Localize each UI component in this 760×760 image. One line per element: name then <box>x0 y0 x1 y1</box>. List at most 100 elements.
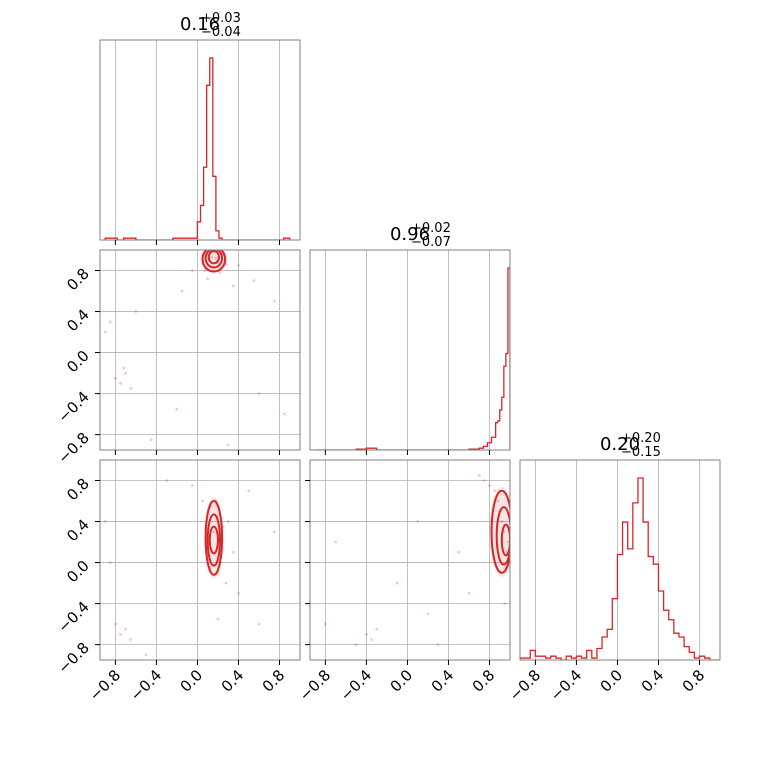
density-contour <box>206 513 222 567</box>
sample-point <box>206 277 210 281</box>
histogram-2-x-tick-label: −0.4 <box>547 666 585 704</box>
density-contour <box>204 250 224 269</box>
density-contour <box>495 506 510 566</box>
sample-point <box>113 376 117 380</box>
title-param-0-minus: −0.04 <box>201 25 241 40</box>
density-contour <box>490 489 510 574</box>
sample-point <box>226 520 230 523</box>
sample-point <box>231 550 235 554</box>
density-contour <box>208 525 219 555</box>
joint-0-1-y-tick-label: 0.4 <box>63 306 93 336</box>
sample-point <box>210 255 214 259</box>
joint-0-1-y-tick-label: −0.8 <box>54 429 92 467</box>
sample-point <box>272 530 276 534</box>
sample-point <box>375 627 379 631</box>
sample-point <box>218 271 222 274</box>
sample-point <box>416 520 420 523</box>
histogram-frame-2 <box>519 459 721 661</box>
joint-0-2-y-tick-label: −0.8 <box>54 639 92 677</box>
joint-0-1-y-tick-label: −0.4 <box>54 388 92 426</box>
title-param-0: 0.16 <box>180 14 220 35</box>
histogram-panel-2 <box>520 460 720 660</box>
joint-panel-0-1 <box>100 250 300 450</box>
sample-point <box>149 438 153 442</box>
joint-frame-1-2 <box>309 459 511 661</box>
joint-1-2-x-tick-label: 0.4 <box>428 666 458 696</box>
joint-frame-0-2 <box>99 459 301 661</box>
title-param-0-value: 0.16 <box>180 14 220 35</box>
sample-point <box>482 479 486 482</box>
sample-point <box>477 473 481 477</box>
joint-content-0-1 <box>103 250 287 447</box>
joint-frame-0-1 <box>99 249 301 451</box>
joint-0-2-y-tick-label: 0.8 <box>63 475 93 505</box>
histogram-panel-0 <box>104 40 291 240</box>
sample-point <box>354 643 358 647</box>
joint-content-0-2 <box>103 479 276 657</box>
sample-point <box>237 263 240 267</box>
sample-point <box>216 617 220 621</box>
sample-point <box>426 612 430 616</box>
sample-point <box>334 540 338 544</box>
title-param-2-value: 0.20 <box>600 434 640 455</box>
sample-point <box>436 643 440 647</box>
sample-point <box>257 392 261 395</box>
joint-1-2-x-tick-label: 0.8 <box>469 666 499 696</box>
sample-point <box>144 653 148 657</box>
sample-point <box>283 412 287 416</box>
joint-0-2-x-tick-label: 0.4 <box>218 666 248 696</box>
joint-1-2-x-tick-label: −0.8 <box>296 666 334 704</box>
joint-panel-1-2 <box>310 460 510 660</box>
sample-point <box>124 627 128 631</box>
sample-point <box>365 632 368 636</box>
joint-0-1-y-tick-label: 0.8 <box>63 265 93 295</box>
sample-point <box>488 484 491 488</box>
sample-point <box>165 479 169 482</box>
sample-point <box>180 289 184 293</box>
sample-point <box>119 632 122 636</box>
sample-point <box>257 622 261 626</box>
title-param-2-minus: −0.15 <box>621 445 661 460</box>
sample-point <box>175 407 179 411</box>
joint-1-2-x-tick-label: 0.0 <box>387 666 417 696</box>
sample-point <box>214 256 218 260</box>
sample-point <box>113 622 117 626</box>
sample-point <box>252 279 256 283</box>
sample-point <box>124 371 128 375</box>
density-fill <box>200 250 228 273</box>
histogram-2-x-tick-label: 0.4 <box>638 666 668 696</box>
histogram-1 <box>315 267 510 450</box>
title-param-1-value: 0.96 <box>390 224 430 245</box>
sample-point <box>226 443 230 447</box>
histogram-frame-0 <box>99 39 301 241</box>
title-param-1-plus: +0.02 <box>411 221 451 236</box>
title-param-1-minus: −0.07 <box>411 235 451 250</box>
title-param-1: 0.96 <box>390 224 430 245</box>
sample-point <box>231 284 235 288</box>
sample-point <box>212 530 216 534</box>
title-param-2: 0.20 <box>600 434 640 455</box>
sample-point <box>224 581 228 585</box>
sample-point <box>272 299 276 303</box>
title-param-2-plus: +0.20 <box>621 431 661 446</box>
joint-1-2-x-tick-label: −0.4 <box>337 666 375 704</box>
sample-point <box>395 581 399 585</box>
joint-0-2-y-tick-label: 0.0 <box>63 557 93 587</box>
density-contour <box>207 250 220 265</box>
histogram-panel-1 <box>315 250 510 450</box>
sample-point <box>122 366 125 370</box>
joint-0-2-y-tick-label: −0.4 <box>54 598 92 636</box>
sample-point <box>203 269 207 272</box>
histogram-2-x-tick-label: 0.8 <box>679 666 709 696</box>
sample-point <box>119 381 122 385</box>
joint-0-1-y-tick-label: 0.0 <box>63 347 93 377</box>
sample-point <box>108 561 112 564</box>
sample-point <box>493 489 497 493</box>
density-contour <box>201 250 227 273</box>
sample-point <box>500 520 504 523</box>
sample-point <box>129 638 133 641</box>
histogram-frame-1 <box>309 249 511 451</box>
sample-point <box>103 330 107 334</box>
sample-point <box>247 489 251 493</box>
